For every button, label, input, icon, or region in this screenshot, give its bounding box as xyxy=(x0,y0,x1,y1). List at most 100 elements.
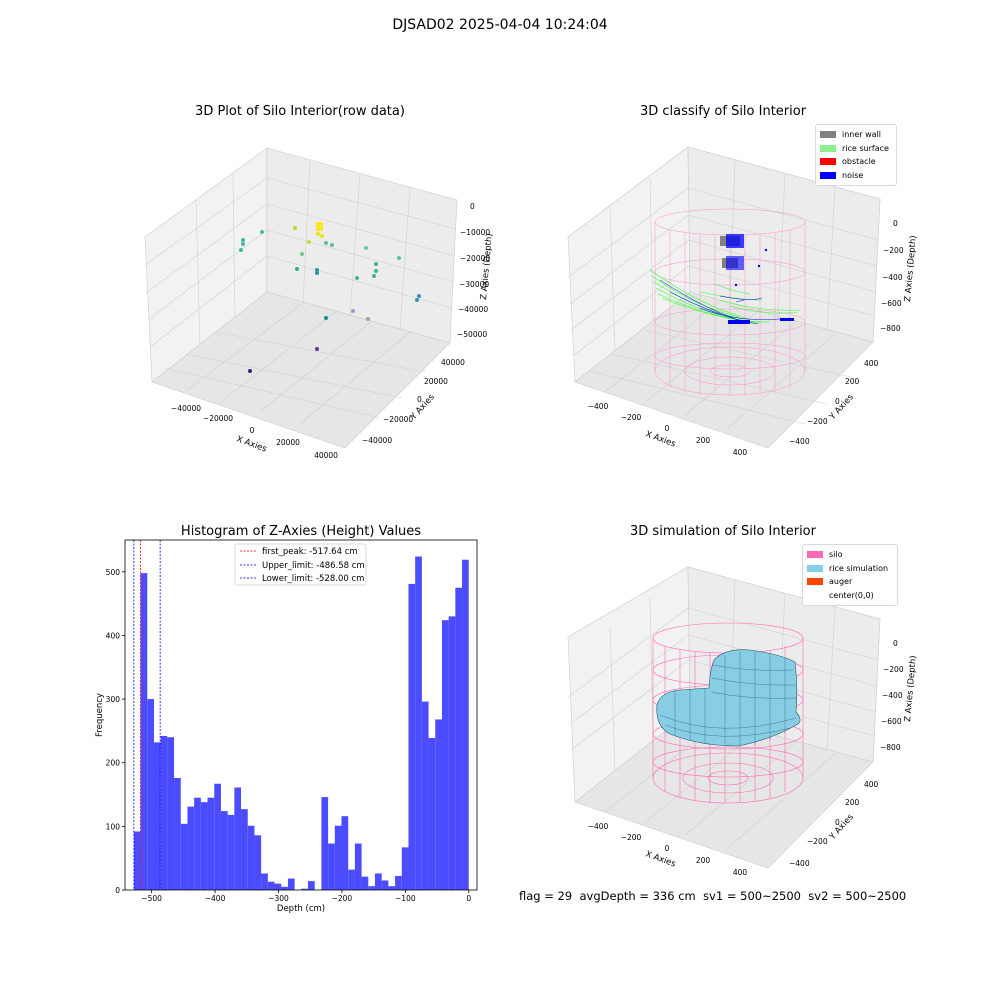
raw-xtick: 40000 xyxy=(314,451,338,460)
histogram-vlines xyxy=(133,540,161,890)
simulation-plot-title: 3D simulation of Silo Interior xyxy=(630,524,816,539)
histogram-y-ticks: 0 100 200 300 400 500 xyxy=(106,568,125,895)
histogram-bar xyxy=(455,587,463,890)
classify-xtick: 200 xyxy=(696,436,711,445)
histogram-bar xyxy=(241,809,248,890)
simulation-xtick: −200 xyxy=(621,833,642,842)
raw-xtick: −20000 xyxy=(203,414,233,423)
simulation-ytick: 200 xyxy=(845,798,860,807)
legend-item-inner-wall: inner wall xyxy=(820,128,892,142)
histogram-bar xyxy=(207,797,215,890)
histogram-bar xyxy=(133,831,141,890)
raw-xtick: 20000 xyxy=(276,438,300,447)
classify-zlabel: Z Axies (Depth) xyxy=(903,235,919,302)
histogram-bar xyxy=(281,886,288,890)
histogram-bar xyxy=(321,797,329,890)
raw-ytick: −20000 xyxy=(383,415,413,424)
classify-y-ticks: −400 −200 0 200 400 xyxy=(789,359,879,446)
raw-ytick: 0 xyxy=(417,395,422,404)
classify-xtick: −200 xyxy=(621,413,642,422)
histogram-x-ticks: −500 −400 −300 −200 −100 0 xyxy=(141,890,471,903)
legend-label: inner wall xyxy=(842,130,882,139)
legend-item-obstacle: obstacle xyxy=(820,155,892,169)
histogram-bar xyxy=(227,814,235,890)
raw-ytick: 40000 xyxy=(441,358,465,367)
raw-y-ticks: −40000 −20000 0 20000 40000 xyxy=(362,358,465,445)
legend-label: noise xyxy=(842,170,864,180)
histogram-bar xyxy=(421,701,429,890)
legend-swatch xyxy=(820,158,836,166)
histogram-bar xyxy=(180,823,188,890)
simulation-xlabel: X Axies xyxy=(644,849,677,869)
legend-swatch xyxy=(807,578,823,586)
histogram-bar xyxy=(274,883,282,890)
histogram-bar xyxy=(341,816,349,890)
histogram-bar xyxy=(428,737,436,890)
histogram-bar xyxy=(174,778,181,890)
legend-label: rice surface xyxy=(842,143,889,153)
histogram-ytick-label: 0 xyxy=(115,886,120,895)
classify-ytick: 200 xyxy=(845,377,860,386)
classify-ztick: −600 xyxy=(881,299,902,308)
histogram-bar xyxy=(234,787,242,890)
simulation-ztick: 0 xyxy=(893,639,898,648)
classify-grid xyxy=(567,159,879,429)
simulation-ztick: −200 xyxy=(883,665,904,674)
raw-ztick: −30000 xyxy=(459,280,489,289)
classify-ylabel: Y Axies xyxy=(827,392,856,423)
histogram-bar xyxy=(147,699,154,890)
classify-axes-panes xyxy=(567,146,881,449)
raw-grid xyxy=(144,159,457,425)
histogram-bar xyxy=(301,888,309,890)
histogram-bar xyxy=(194,797,201,890)
histogram-bar xyxy=(388,886,396,890)
classify-xlabel: X Axies xyxy=(644,429,677,449)
legend-label: auger xyxy=(829,577,853,586)
classify-ztick: −200 xyxy=(883,246,904,255)
legend-item-noise: noise xyxy=(820,169,892,183)
status-avg-depth: avgDepth = 336 cm xyxy=(579,889,696,903)
legend-swatch xyxy=(820,171,836,179)
simulation-ytick: 400 xyxy=(864,780,879,789)
classify-ztick: 0 xyxy=(893,219,898,228)
simulation-xtick: −400 xyxy=(588,822,609,831)
classify-3d-plot: −400 −200 0 200 400 X Axies −400 −200 0 … xyxy=(567,146,919,457)
histogram-ytick-label: 400 xyxy=(106,631,121,640)
classify-ytick: 400 xyxy=(864,359,879,368)
histogram-bar xyxy=(200,802,208,890)
simulation-ytick: −400 xyxy=(789,859,810,868)
simulation-x-ticks: −400 −200 0 200 400 xyxy=(588,822,748,877)
classify-points-top xyxy=(720,234,794,324)
histogram-xtick-label: −200 xyxy=(332,894,353,903)
classify-ztick: −400 xyxy=(882,273,903,282)
classify-x-ticks: −400 −200 0 200 400 xyxy=(588,402,748,457)
legend-label: rice simulation xyxy=(829,563,889,573)
histogram-bar xyxy=(328,843,335,890)
raw-3d-plot: −40000 −20000 0 20000 40000 X Axies −400… xyxy=(144,147,495,460)
raw-ztick: −40000 xyxy=(458,305,488,314)
simulation-ztick: −800 xyxy=(880,743,901,752)
histogram-bar xyxy=(368,886,375,890)
histogram-frame xyxy=(124,539,478,891)
histogram-xtick-label: −500 xyxy=(141,894,162,903)
histogram-bar xyxy=(287,878,295,890)
legend-label: obstacle xyxy=(842,157,876,166)
histogram-xtick-label: −100 xyxy=(395,894,416,903)
status-line: flag = 29 avgDepth = 336 cm sv1 = 500~25… xyxy=(519,889,906,903)
classify-plot-title: 3D classify of Silo Interior xyxy=(639,104,807,119)
histogram-bar xyxy=(160,736,168,890)
legend-swatch xyxy=(820,144,836,152)
histogram-ylabel: Frequency xyxy=(95,693,105,737)
simulation-ytick: −200 xyxy=(807,837,828,846)
histogram-title: Histogram of Z-Axies (Height) Values xyxy=(180,524,422,539)
histogram-bar xyxy=(153,742,161,890)
legend-upper-limit: Upper_limit: -486.58 cm xyxy=(262,561,365,571)
legend-swatch xyxy=(807,564,823,572)
simulation-3d-plot: −400 −200 0 200 400 X Axies −400 −200 0 … xyxy=(567,566,919,877)
histogram-bar xyxy=(462,559,469,890)
histogram-bar xyxy=(220,811,228,890)
histogram-bar xyxy=(361,876,369,890)
legend-swatch xyxy=(807,551,823,559)
classify-ytick: −200 xyxy=(807,417,828,426)
classify-ytick: 0 xyxy=(835,397,840,406)
